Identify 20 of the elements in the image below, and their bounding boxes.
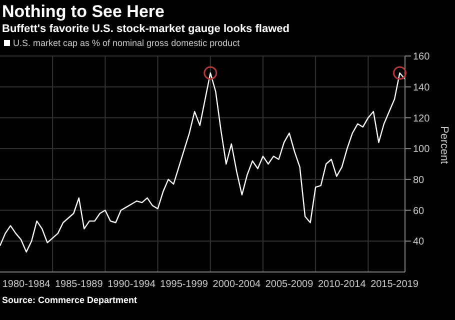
x-tick-label: 1995-1999 (160, 279, 208, 290)
legend-label: U.S. market cap as % of nominal gross domestic product (13, 38, 240, 48)
y-tick-label: 80 (413, 174, 425, 186)
x-tick-label: 2000-2004 (212, 279, 262, 290)
x-tick-label: 2005-2009 (265, 279, 314, 290)
y-tick-label: 40 (413, 236, 425, 248)
y-tick-label: 100 (413, 144, 430, 156)
y-tick-label: 160 (413, 52, 430, 63)
y-axis-title: Percent (438, 126, 450, 164)
source-note: Source: Commerce Department (1, 294, 138, 306)
x-tick-label: 1990-1994 (108, 279, 156, 290)
x-tick-label: 2010-2014 (318, 279, 366, 290)
y-tick-label: 120 (413, 113, 430, 124)
x-tick-label: 1985-1989 (54, 279, 104, 290)
chart-title: Nothing to See Here (1, 1, 166, 22)
chart-subtitle: Buffett's favorite U.S. stock-market gauge looks flawed (1, 22, 290, 36)
y-tick-label: 140 (413, 82, 430, 94)
x-tick-label: 2015-2019 (370, 279, 419, 290)
y-tick-label: 60 (413, 206, 425, 217)
x-tick-label: 1980-1984 (2, 279, 51, 290)
